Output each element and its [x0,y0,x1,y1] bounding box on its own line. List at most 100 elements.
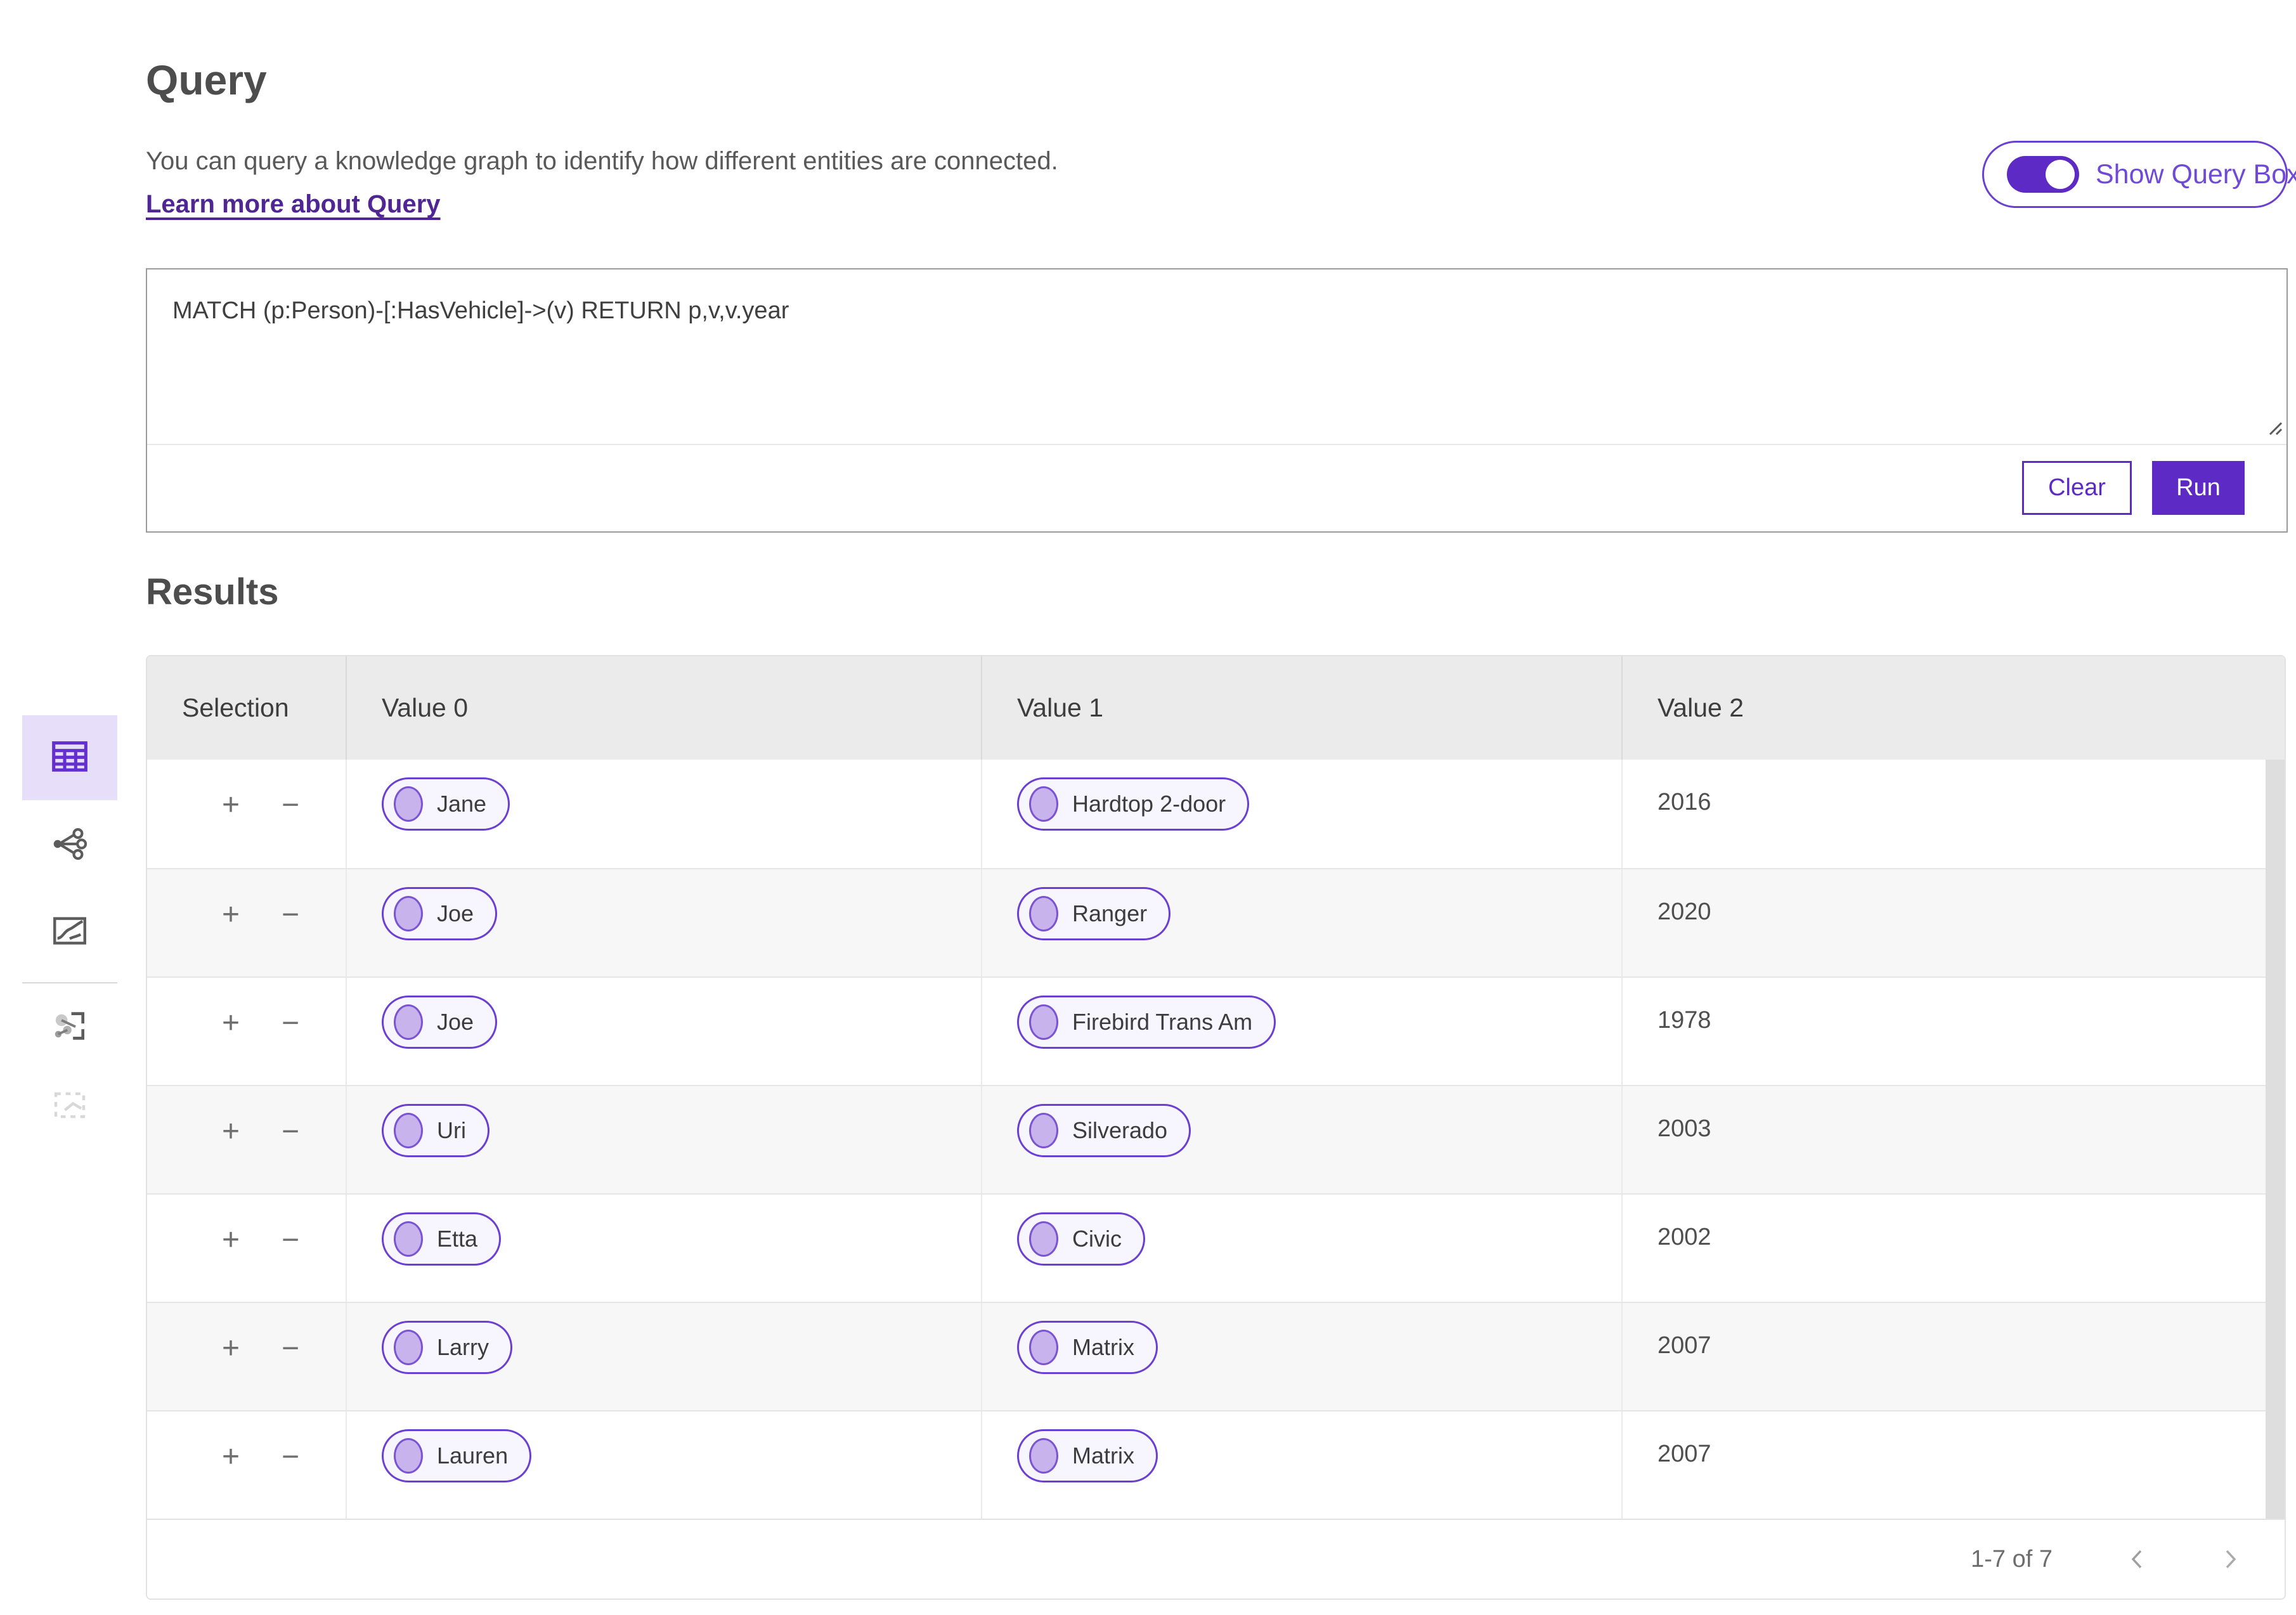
node-pill[interactable]: Lauren [382,1429,532,1482]
selection-cell: + − [147,869,346,976]
remove-from-graph-button[interactable]: − [282,898,300,931]
table-row: + − Etta Civic 2002 [147,1193,2285,1302]
value1-cell: Matrix [981,1303,1621,1410]
column-header-value1: Value 1 [981,656,1621,760]
node-label: Firebird Trans Am [1072,1009,1253,1035]
view-switch-graph-export[interactable] [22,1004,117,1051]
remove-from-graph-button[interactable]: − [282,1332,300,1365]
value2-cell: 1978 [1621,978,2285,1085]
node-pill[interactable]: Etta [382,1212,502,1266]
value1-cell: Matrix [981,1411,1621,1519]
value0-cell: Lauren [346,1411,981,1519]
value2-cell: 2007 [1621,1411,2285,1519]
node-pill[interactable]: Larry [382,1321,513,1374]
remove-from-graph-button[interactable]: − [282,1115,300,1148]
add-to-graph-button[interactable]: + [222,1006,240,1040]
node-pill[interactable]: Matrix [1017,1429,1158,1482]
table-scrollbar[interactable] [2266,760,2285,1519]
table-view-icon [49,736,90,780]
view-switch-table[interactable] [22,715,117,800]
node-circle-icon [394,1438,423,1474]
rail-divider [22,982,117,983]
show-query-box-toggle[interactable]: Show Query Box [1982,141,2296,208]
query-text: MATCH (p:Person)-[:HasVehicle]->(v) RETU… [172,297,789,324]
node-pill[interactable]: Hardtop 2-door [1017,777,1250,831]
add-to-graph-button[interactable]: + [222,1440,240,1474]
selection-cell: + − [147,1303,346,1410]
view-switch-chart[interactable] [22,909,117,956]
value1-cell: Silverado [981,1086,1621,1193]
value0-cell: Joe [346,869,981,976]
value0-cell: Jane [346,760,981,868]
run-button[interactable]: Run [2152,460,2245,515]
table-row: + − Lauren Matrix 2007 [147,1410,2285,1519]
selection-box-icon [50,1086,89,1128]
query-textarea[interactable]: MATCH (p:Person)-[:HasVehicle]->(v) RETU… [147,269,2286,445]
node-pill[interactable]: Civic [1017,1212,1145,1266]
node-pill[interactable]: Firebird Trans Am [1017,996,1276,1049]
add-to-graph-button[interactable]: + [222,898,240,931]
table-body: + − Jane Hardtop 2-door 2016 + − Joe Ranger 2020 +… [147,760,2285,1519]
learn-more-link[interactable]: Learn more about Query [146,190,441,218]
node-circle-icon [1029,1438,1058,1474]
table-header: Selection Value 0 Value 1 Value 2 [147,656,2285,760]
selection-cell: + − [147,1195,346,1302]
table-row: + − Jane Hardtop 2-door 2016 [147,760,2285,868]
value1-cell: Firebird Trans Am [981,978,1621,1085]
node-label: Silverado [1072,1117,1168,1143]
pagination-prev-icon[interactable] [2127,1547,2146,1571]
view-switch-selection-box [22,1083,117,1130]
graph-export-icon [50,1006,89,1049]
node-circle-icon [1029,1221,1058,1257]
node-label: Matrix [1072,1334,1134,1360]
table-footer: 1-7 of 7 [147,1519,2285,1599]
node-pill[interactable]: Joe [382,996,498,1049]
add-to-graph-button[interactable]: + [222,1115,240,1148]
node-circle-icon [394,1221,423,1257]
table-row: + − Joe Firebird Trans Am 1978 [147,976,2285,1085]
node-label: Hardtop 2-door [1072,791,1226,817]
remove-from-graph-button[interactable]: − [282,1006,300,1040]
results-table: Selection Value 0 Value 1 Value 2 + − Jane… [146,655,2286,1600]
node-pill[interactable]: Silverado [1017,1104,1191,1157]
remove-from-graph-button[interactable]: − [282,1440,300,1474]
node-pill[interactable]: Uri [382,1104,490,1157]
value0-cell: Etta [346,1195,981,1302]
add-to-graph-button[interactable]: + [222,1332,240,1365]
graph-view-icon [50,824,89,867]
column-header-value2: Value 2 [1621,656,2285,760]
node-label: Ranger [1072,900,1148,926]
query-panel: MATCH (p:Person)-[:HasVehicle]->(v) RETU… [146,268,2288,533]
value0-cell: Uri [346,1086,981,1193]
node-pill[interactable]: Joe [382,887,498,940]
value1-cell: Ranger [981,869,1621,976]
value2-cell: 2016 [1621,760,2285,868]
clear-button[interactable]: Clear [2022,460,2132,515]
selection-cell: + − [147,1411,346,1519]
node-label: Larry [437,1334,490,1360]
node-pill[interactable]: Matrix [1017,1321,1158,1374]
view-switch-graph[interactable] [22,822,117,869]
node-circle-icon [394,1113,423,1148]
node-pill[interactable]: Ranger [1017,887,1171,940]
resize-handle-icon[interactable] [2264,417,2283,439]
node-pill[interactable]: Jane [382,777,510,831]
column-header-selection: Selection [182,693,289,722]
remove-from-graph-button[interactable]: − [282,1223,300,1257]
pagination-range: 1-7 of 7 [1971,1545,2053,1573]
value1-cell: Civic [981,1195,1621,1302]
value2-cell: 2007 [1621,1303,2285,1410]
value2-cell: 2003 [1621,1086,2285,1193]
node-circle-icon [1029,1113,1058,1148]
toggle-switch-icon[interactable] [2007,156,2079,193]
add-to-graph-button[interactable]: + [222,1223,240,1257]
remove-from-graph-button[interactable]: − [282,788,300,822]
table-row: + − Uri Silverado 2003 [147,1085,2285,1193]
node-label: Uri [437,1117,466,1143]
add-to-graph-button[interactable]: + [222,788,240,822]
value0-cell: Larry [346,1303,981,1410]
pagination-next-icon[interactable] [2221,1547,2240,1571]
node-label: Joe [437,1009,474,1035]
toggle-label: Show Query Box [2096,159,2296,190]
node-circle-icon [394,786,423,822]
